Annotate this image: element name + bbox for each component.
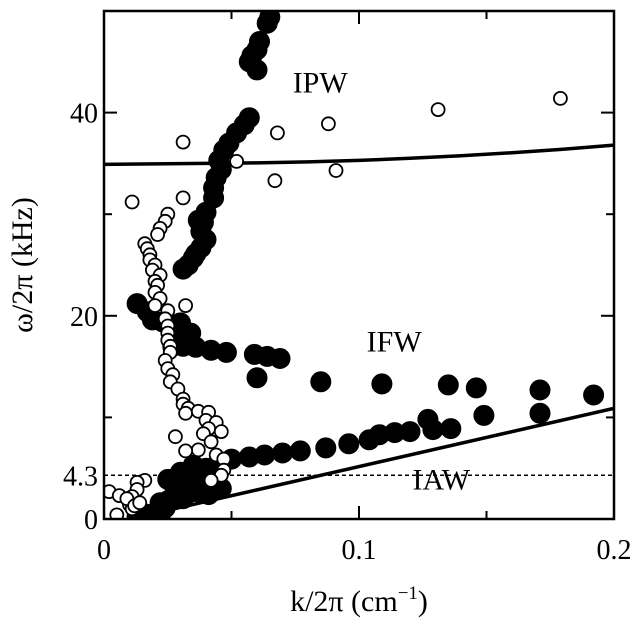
open-data-point xyxy=(320,116,336,132)
filled-data-point xyxy=(338,433,360,455)
x-axis-label: k/2π (cm−1) xyxy=(290,583,428,618)
filled-data-point xyxy=(310,371,332,393)
y-tick-label: 0 xyxy=(84,505,98,536)
open-data-point xyxy=(147,298,163,314)
filled-data-point xyxy=(422,419,444,441)
open-data-point xyxy=(150,227,166,242)
open-data-point xyxy=(328,163,344,178)
open-data-point xyxy=(178,298,194,314)
y-tick-label: 20 xyxy=(70,302,98,333)
filled-data-point xyxy=(440,418,462,440)
x-tick-label: 0.2 xyxy=(597,535,632,566)
open-data-point xyxy=(553,91,568,106)
open-data-point xyxy=(203,472,219,488)
filled-data-point xyxy=(473,404,495,426)
x-tick-label: 0.1 xyxy=(342,535,377,566)
filled-data-point xyxy=(583,384,605,406)
filled-data-point xyxy=(358,429,380,451)
filled-data-point xyxy=(289,440,311,462)
filled-data-point xyxy=(437,374,459,396)
filled-data-point xyxy=(246,59,268,81)
open-data-point xyxy=(132,495,148,511)
axis-ticks: 0 0.1 0.2 0 4.3 20 40 xyxy=(63,11,632,566)
open-data-point xyxy=(267,173,283,189)
open-data-point xyxy=(190,442,206,458)
open-data-point xyxy=(178,443,194,459)
annotations: IPW IFW IAW xyxy=(293,66,471,496)
open-data-point xyxy=(175,134,191,150)
filled-data-point xyxy=(269,348,291,369)
y-tick-label: 4.3 xyxy=(63,461,98,492)
open-data-point xyxy=(430,102,446,117)
open-data-point xyxy=(109,507,125,519)
annotation-ifw: IFW xyxy=(367,325,423,358)
open-data-point xyxy=(124,194,140,210)
data-points xyxy=(104,11,605,519)
open-data-point xyxy=(213,424,229,440)
filled-data-point xyxy=(246,367,268,389)
y-axis-label: ω/2π (kHz) xyxy=(6,197,39,333)
open-data-point xyxy=(167,429,183,445)
filled-data-point xyxy=(172,258,194,280)
filled-data-point xyxy=(315,437,337,459)
filled-data-point xyxy=(529,402,551,424)
x-tick-label: 0 xyxy=(97,535,111,566)
open-data-point xyxy=(229,153,245,169)
filled-data-point xyxy=(272,442,293,464)
annotation-ipw: IPW xyxy=(293,66,349,99)
filled-data-point xyxy=(465,377,487,399)
annotation-iaw: IAW xyxy=(413,464,471,497)
open-data-point xyxy=(178,405,194,421)
y-tick-label: 40 xyxy=(70,99,98,130)
theory-curve-1 xyxy=(104,143,614,167)
filled-data-point xyxy=(529,379,551,401)
filled-data-point xyxy=(238,446,260,468)
filled-data-point xyxy=(371,373,393,395)
filled-data-point xyxy=(198,484,220,506)
filled-data-point xyxy=(215,341,237,363)
open-data-point xyxy=(269,125,285,141)
filled-data-point xyxy=(256,12,278,34)
open-data-point xyxy=(175,190,191,206)
open-data-point xyxy=(203,434,219,450)
